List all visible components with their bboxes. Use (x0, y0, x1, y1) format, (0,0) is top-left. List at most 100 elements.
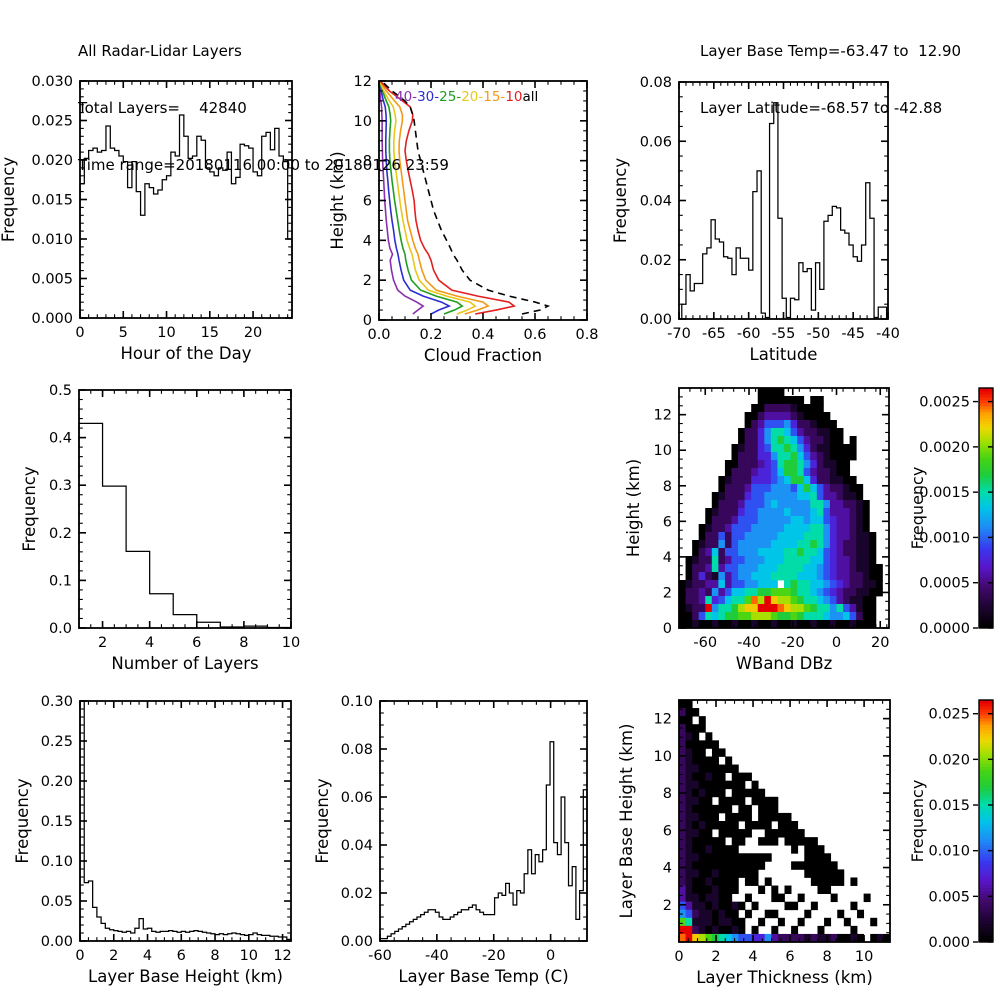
y-axis-label: Layer Base Height (km) (617, 724, 636, 919)
y-tick-label: 0.00 (341, 934, 373, 950)
x-tick-label: -60 (693, 635, 717, 651)
y-tick-label: 0.00 (41, 934, 73, 950)
y-tick-label: 0.00 (640, 312, 672, 328)
x-axis-label: WBand DBz (736, 654, 833, 673)
y-tick-label: 10 (354, 114, 372, 130)
y-tick-label: 0.05 (41, 894, 73, 910)
y-tick-label: 0.000 (31, 311, 73, 327)
profile-lines (378, 80, 551, 315)
x-tick-label: 8 (822, 949, 831, 965)
y-tick-label: 6 (363, 194, 372, 210)
x-tick-label: 8 (239, 635, 248, 651)
y-tick-label: 0.5 (49, 383, 72, 399)
histogram-steps (79, 700, 292, 941)
x-axis-label: Latitude (750, 345, 818, 364)
y-tick-label: 4 (663, 550, 672, 566)
x-tick-label: -40 (876, 326, 900, 342)
colorbar-tick-label: 0.015 (928, 798, 970, 814)
axes: 2 4 6 8 10 0.0 0.1 0.2 0.3 0.4 0.5 Number of Layers… (20, 383, 300, 673)
x-axis-label: Layer Thickness (km) (696, 968, 873, 987)
colorbar-axis-label: Frequency (908, 467, 927, 550)
x-tick-label: -70 (667, 326, 691, 342)
histogram-steps (78, 422, 292, 629)
plot-latitude: -70 -65 -60 -55 -50 -45 -40 0.00 0.02 0.04 0.06 0.0… (611, 75, 900, 364)
y-tick-label: 0 (663, 621, 672, 637)
x-tick-label: -20 (482, 948, 506, 964)
axes: -60 -40 -20 0 20 0 2 4 6 8 10 12 WBand DBz Height (km… (624, 387, 890, 673)
y-tick-label: 0.4 (49, 431, 72, 447)
y-tick-label: 12 (354, 74, 372, 90)
y-tick-label: 0.08 (341, 742, 373, 758)
x-tick-label: 4 (748, 949, 757, 965)
y-tick-label: 0.04 (341, 838, 373, 854)
x-axis-label: Hour of the Day (120, 344, 251, 363)
plot-layer-base-temp: -60 -40 -20 0 0.00 0.02 0.04 0.06 0.08 0.10 Layer … (313, 694, 588, 986)
y-tick-label: 0.020 (31, 153, 73, 169)
y-axis-label: Frequency (611, 158, 630, 243)
series-30 (378, 80, 452, 315)
x-tick-label: 5 (119, 325, 128, 341)
y-tick-label: 8 (663, 786, 672, 802)
plot-layer-base-height: 0 2 4 6 8 10 12 0.00 0.05 0.10 0.15 0.20 0.25 0.30 Lay… (13, 694, 292, 986)
x-tick-label: 10 (157, 325, 175, 341)
y-tick-label: 0.005 (31, 272, 73, 288)
colorbar-axis-label: Frequency (908, 780, 927, 863)
x-tick-label: 15 (201, 325, 219, 341)
x-tick-label: 2 (109, 948, 118, 964)
axes: -70 -65 -60 -55 -50 -45 -40 0.00 0.02 0.04 0.06 0.0… (611, 75, 900, 364)
y-tick-label: 6 (663, 514, 672, 530)
colorbar-tick-label: 0.0015 (919, 485, 970, 501)
series-all (381, 80, 551, 315)
axes: 0 5 10 15 20 0.000 0.005 0.010 0.015 0.020 0.025 0.… (0, 74, 293, 363)
y-tick-label: 0.15 (41, 814, 73, 830)
y-tick-label: 6 (663, 823, 672, 839)
axes: 0.0 0.2 0.4 0.6 0.8 0 2 4 6 8 10 12 Cloud Fraction He… (328, 74, 599, 365)
colorbar-tick-label: 0.0020 (919, 440, 970, 456)
y-axis-label: Frequency (20, 466, 39, 551)
colorbar-tick-label: 0.0005 (919, 576, 970, 592)
x-tick-label: 4 (143, 948, 152, 964)
x-tick-label: 2 (711, 949, 720, 965)
y-tick-label: 0.06 (341, 790, 373, 806)
histogram-steps (79, 114, 293, 318)
series-10 (379, 80, 517, 315)
colorbar-tick-label: 0.020 (928, 752, 970, 768)
x-tick-label: 0.6 (523, 327, 546, 343)
x-tick-label: 8 (210, 948, 219, 964)
y-tick-label: 12 (654, 408, 672, 424)
y-tick-label: 2 (363, 273, 372, 289)
x-tick-label: -40 (737, 635, 761, 651)
x-tick-label: -40 (425, 948, 449, 964)
axes: 0 2 4 6 8 10 12 0.00 0.05 0.10 0.15 0.20 0.25 0.30 Lay… (13, 694, 292, 986)
y-axis-label: Height (km) (624, 459, 643, 557)
plot-number-of-layers: 2 4 6 8 10 0.0 0.1 0.2 0.3 0.4 0.5 Number of Layers… (20, 383, 300, 673)
x-tick-label: -60 (368, 948, 392, 964)
axes: 0 2 4 6 8 10 2 4 6 8 10 12 Layer Thickness (km) Layer… (617, 699, 891, 987)
series-15 (379, 80, 490, 315)
y-tick-label: 0.30 (41, 694, 73, 710)
x-tick-label: 4 (145, 635, 154, 651)
series-25 (378, 80, 464, 315)
y-tick-label: 0.2 (49, 526, 72, 542)
y-tick-label: 0.3 (49, 478, 72, 494)
x-tick-label: 2 (98, 635, 107, 651)
y-tick-label: 0.04 (640, 194, 672, 210)
colorbar-tick-label: 0.0010 (919, 530, 970, 546)
colorbar: 0.0000 0.0005 0.0010 0.0015 0.0020 0.0025 Freq… (908, 387, 994, 637)
axes: -60 -40 -20 0 0.00 0.02 0.04 0.06 0.08 0.10 Layer … (313, 694, 588, 986)
x-tick-label: 10 (240, 948, 258, 964)
x-tick-label: 0.0 (367, 327, 390, 343)
y-tick-label: 0.02 (341, 886, 373, 902)
x-tick-label: 20 (244, 325, 262, 341)
y-tick-label: 8 (363, 154, 372, 170)
header-time-range: Time range=20180116 00:00 to 20180126 23… (78, 156, 449, 174)
y-tick-label: 12 (654, 712, 672, 728)
colorbar-tick-label: 0.0000 (919, 621, 970, 637)
y-tick-label: 0.10 (41, 854, 73, 870)
x-tick-label: 20 (871, 635, 889, 651)
heatmap-cells (679, 700, 891, 943)
y-tick-label: 8 (663, 479, 672, 495)
heatmap-wband-dbz: 0.0000 0.0005 0.0010 0.0015 0.0020 0.0025 Freq… (624, 387, 994, 673)
y-tick-label: 2 (663, 898, 672, 914)
